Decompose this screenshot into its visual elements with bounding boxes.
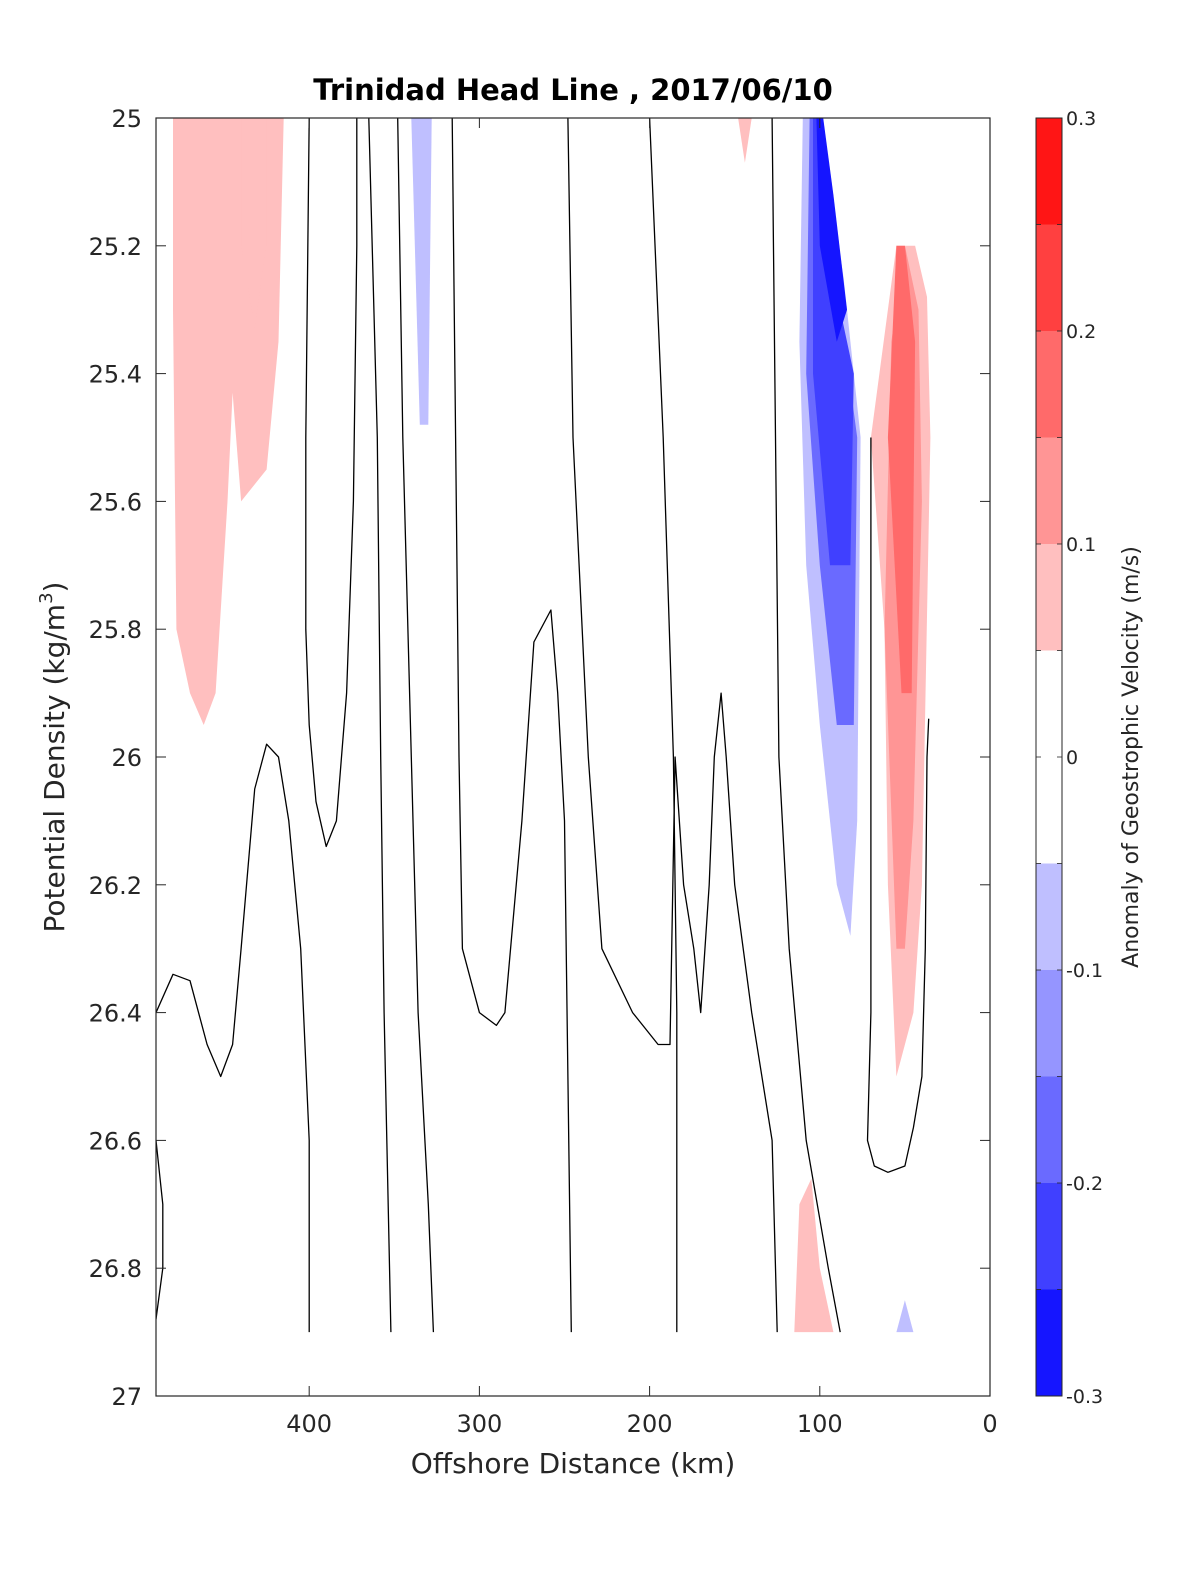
colorbar-tick-label: 0.2 xyxy=(1066,321,1096,343)
y-tick-label: 25.2 xyxy=(89,233,142,261)
y-tick-label: 25.6 xyxy=(89,488,142,516)
colorbar-band xyxy=(1036,331,1062,438)
y-tick-label: 25.8 xyxy=(89,616,142,644)
anomaly-region xyxy=(241,118,267,329)
contour-line xyxy=(305,118,358,848)
anomaly-region xyxy=(887,245,916,694)
anomaly-fill-layer xyxy=(173,118,931,1333)
anomaly-region xyxy=(896,1300,914,1333)
y-tick-label: 25.4 xyxy=(89,361,142,389)
colorbar-ticks: 0.3 0.2 0.1 0 -0.1 -0.2 -0.3 xyxy=(1066,108,1103,1408)
x-axis: 400 300 200 100 0 xyxy=(286,118,998,1438)
colorbar-band xyxy=(1036,757,1062,864)
anomaly-region xyxy=(190,1268,276,1333)
colorbar-band xyxy=(1036,650,1062,758)
chart-title: Trinidad Head Line , 2017/06/10 xyxy=(313,73,833,107)
anomaly-region xyxy=(402,1191,446,1333)
contour-line xyxy=(648,118,678,1333)
colorbar-band xyxy=(1036,224,1062,332)
colorbar-band xyxy=(1036,863,1062,971)
colorbar-tick-label: 0.3 xyxy=(1066,108,1096,130)
contour-line xyxy=(156,1140,164,1320)
x-tick-label: 200 xyxy=(627,1410,673,1438)
contour-line-layer xyxy=(156,118,930,1333)
y-axis-label-superscript: 3 xyxy=(36,592,57,603)
colorbar-frame xyxy=(1035,117,1063,1397)
colorbar-label: Anomaly of Geostrophic Velocity (m/s) xyxy=(1119,546,1144,968)
y-tick-label: 27 xyxy=(111,1383,142,1411)
anomaly-region xyxy=(709,118,769,534)
x-tick-label: 0 xyxy=(982,1410,997,1438)
y-tick-label: 25 xyxy=(111,105,142,133)
anomaly-region xyxy=(329,118,340,163)
anomaly-region xyxy=(816,118,847,342)
colorbar xyxy=(1035,117,1063,1397)
contour-line xyxy=(397,118,435,1333)
colorbar-tick-label: -0.1 xyxy=(1066,960,1103,982)
y-tick-label: 26.8 xyxy=(89,1255,142,1283)
contour-line xyxy=(771,118,841,1333)
anomaly-region xyxy=(794,1178,834,1333)
colorbar-tick-label: -0.2 xyxy=(1066,1173,1103,1195)
x-tick-label: 400 xyxy=(286,1410,332,1438)
contour-line xyxy=(866,437,930,1173)
anomaly-region xyxy=(738,118,752,163)
x-tick-label: 100 xyxy=(797,1410,843,1438)
y-tick-label: 26 xyxy=(111,744,142,772)
colorbar-tick-label: 0 xyxy=(1066,747,1078,769)
colorbar-band xyxy=(1036,118,1062,225)
anomaly-region xyxy=(887,1229,922,1333)
anomaly-region xyxy=(479,118,545,406)
colorbar-band xyxy=(1036,1076,1062,1184)
contour-line xyxy=(368,118,392,1333)
contour-line xyxy=(451,118,572,1333)
contour-line xyxy=(567,118,778,1333)
x-axis-label: Offshore Distance (km) xyxy=(411,1447,736,1480)
anomaly-region xyxy=(411,118,432,425)
colorbar-band xyxy=(1036,437,1062,545)
colorbar-band xyxy=(1036,970,1062,1077)
colorbar-tick-label: 0.1 xyxy=(1066,534,1096,556)
y-axis: 25 25.2 25.4 25.6 25.8 26 26.2 26.4 26.6 26.8 27 xyxy=(89,105,990,1411)
contour-line xyxy=(156,743,310,1333)
x-tick-label: 300 xyxy=(456,1410,502,1438)
y-tick-label: 26.2 xyxy=(89,872,142,900)
y-tick-label: 26.6 xyxy=(89,1127,142,1155)
y-axis-label: Potential Density (kg/m3) xyxy=(36,582,71,933)
colorbar-band xyxy=(1036,544,1062,651)
colorbar-band xyxy=(1036,1289,1062,1397)
colorbar-band xyxy=(1036,1183,1062,1290)
colorbar-tick-label: -0.3 xyxy=(1066,1386,1103,1408)
y-tick-label: 26.4 xyxy=(89,1000,142,1028)
